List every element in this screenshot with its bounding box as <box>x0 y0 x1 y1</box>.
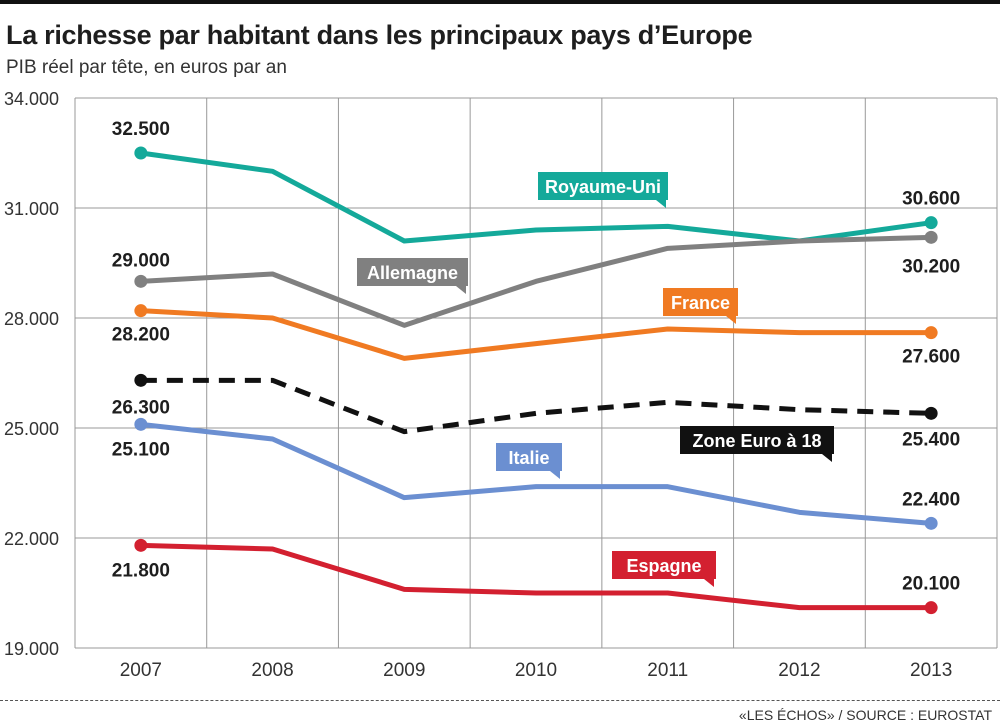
x-tick-label: 2008 <box>251 660 293 681</box>
data-point <box>924 406 938 420</box>
y-tick-label: 22.000 <box>4 529 59 549</box>
data-point <box>134 373 148 387</box>
data-point <box>924 326 938 340</box>
data-point <box>134 274 148 288</box>
chart-title: La richesse par habitant dans les princi… <box>6 20 753 50</box>
series-callout-pointer <box>456 286 466 294</box>
y-tick-label: 31.000 <box>4 199 59 219</box>
end-value-label: 25.400 <box>902 429 960 450</box>
end-value-label: 22.400 <box>902 489 960 510</box>
x-tick-label: 2007 <box>120 660 162 681</box>
data-point <box>924 601 938 615</box>
footer-divider <box>0 700 1000 701</box>
start-value-label: 32.500 <box>112 119 170 140</box>
line-chart: 19.000 22.000 25.000 28.000 31.000 34.000 2007… <box>4 89 998 681</box>
series-callout-box <box>538 172 668 200</box>
series-callout-pointer <box>822 454 832 462</box>
series-name-label: France <box>671 293 730 313</box>
y-tick-label: 34.000 <box>4 89 59 109</box>
start-value-label: 21.800 <box>112 560 170 581</box>
y-tick-label: 19.000 <box>4 639 59 659</box>
series-callout-box <box>357 258 468 286</box>
series-callout-box <box>612 551 716 579</box>
end-value-label: 27.600 <box>902 347 960 368</box>
end-value-label: 30.600 <box>902 189 960 210</box>
series-line-3 <box>140 377 932 435</box>
data-point <box>134 304 148 318</box>
series-line-0 <box>138 150 934 244</box>
series-callout-pointer <box>656 200 666 208</box>
series-line-2 <box>138 308 934 361</box>
series-name-label: Allemagne <box>367 263 458 283</box>
series-name-label: Espagne <box>626 556 701 576</box>
start-value-label: 28.200 <box>112 325 170 346</box>
data-point <box>134 146 148 160</box>
x-tick-label: 2013 <box>910 660 952 681</box>
x-tick-label: 2011 <box>647 660 688 681</box>
end-value-label: 30.200 <box>902 256 960 277</box>
start-value-label: 29.000 <box>112 250 170 271</box>
data-point <box>924 516 938 530</box>
series-name-label: Royaume-Uni <box>545 177 661 197</box>
series-callout-pointer <box>550 471 560 479</box>
data-point <box>924 216 938 230</box>
y-tick-label: 28.000 <box>4 309 59 329</box>
x-tick-label: 2012 <box>778 660 820 681</box>
series-line-4 <box>138 421 934 526</box>
series-callout-pointer <box>726 316 736 324</box>
series-callout-pointer <box>704 579 714 587</box>
series-callout-box <box>496 443 562 471</box>
data-point <box>134 538 148 552</box>
start-value-label: 25.100 <box>112 439 170 460</box>
series-line-1 <box>138 234 934 328</box>
top-rule <box>0 0 1000 4</box>
x-tick-label: 2009 <box>383 660 425 681</box>
series-name-label: Italie <box>508 448 549 468</box>
start-value-label: 26.300 <box>112 397 170 418</box>
data-point <box>134 417 148 431</box>
x-tick-label: 2010 <box>515 660 557 681</box>
y-tick-label: 25.000 <box>4 419 59 439</box>
series-callout-box <box>680 426 834 454</box>
source-credit: «LES ÉCHOS» / SOURCE : EUROSTAT <box>738 707 992 723</box>
series-line-5 <box>138 542 934 611</box>
data-point <box>924 230 938 244</box>
chart-subtitle: PIB réel par tête, en euros par an <box>6 57 287 78</box>
end-value-label: 20.100 <box>902 574 960 595</box>
series-callout-box <box>663 288 738 316</box>
series-name-label: Zone Euro à 18 <box>692 431 821 451</box>
